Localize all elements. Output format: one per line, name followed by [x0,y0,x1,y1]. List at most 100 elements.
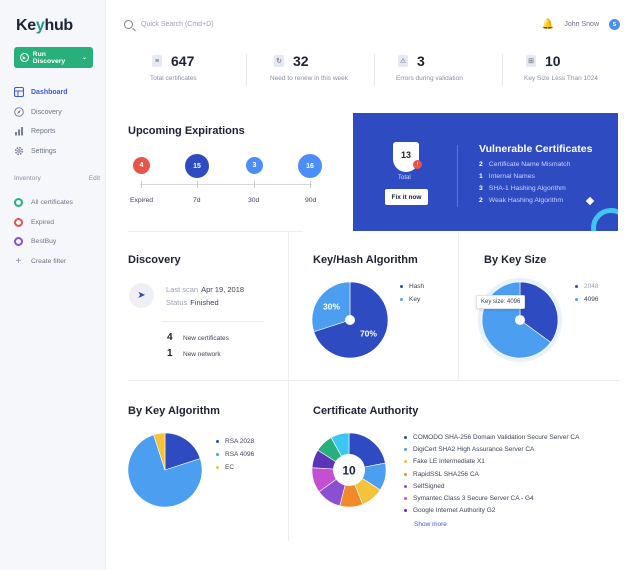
pie-slice-key[interactable] [311,281,351,333]
new-certs-label: New certificates [183,335,229,342]
divider [128,380,620,381]
search-icon [124,20,133,29]
key-hash-pie-chart: 70% 30% [311,281,389,359]
diamond-decoration [585,196,595,206]
legend-dot [404,436,407,439]
last-scan-row: Last scan Apr 19, 2018 [166,285,244,294]
expired-count-badge[interactable]: 4 [133,157,150,174]
divider [246,54,247,86]
vulnerability-item[interactable]: 2 Weak Hashing Algorithm [479,197,563,204]
search-box[interactable]: Quick Search (Cmd+D) [124,20,214,29]
key-hash-legend: Hash Key [400,283,424,309]
total-label: Total [398,175,411,181]
key-algorithm-legend: RSA 2028 RSA 4096 EC [216,438,254,477]
ca-legend: COMODO SHA-256 Domain Validation Secure … [404,434,579,519]
sidebar-item-label: Dashboard [31,88,68,96]
stat-total-certificates[interactable]: ≡ 647 Total certificates [128,50,248,90]
stats-row: ≡ 647 Total certificates ↻ 32 Need to re… [128,50,620,90]
compass-icon: ➤ [129,283,154,308]
legend-label: Google Internet Authority G2 [413,507,496,515]
legend-item-hash: Hash [400,283,424,290]
pie-slice-2048[interactable] [519,281,559,343]
run-discovery-label: Run Discovery [32,50,66,65]
legend-label: Hash [409,283,425,290]
sidebar-item-discovery[interactable]: Discovery [14,107,62,117]
stat-key-size[interactable]: ⊞ 10 Key Size Less Than 1024 [502,50,622,90]
legend-item-digicert: DigiCert SHA2 High Assurance Server CA [404,446,579,453]
pie-center [345,315,355,325]
legend-item-ec: EC [216,464,254,471]
vulnerable-title: Vulnerable Certificates [479,143,593,155]
vulnerability-label: Certificate Name Mismatch [488,161,571,168]
stat-label: Need to renew in this week [270,75,349,82]
legend-dot [216,453,219,456]
status-value: Finished [190,298,219,307]
inventory-item-all-certificates[interactable]: All certificates [14,198,73,207]
legend-label: COMODO SHA-256 Domain Validation Secure … [413,434,580,441]
alert-icon: ! [413,160,422,169]
tick [254,181,255,188]
pie-slice-ec[interactable] [153,432,166,471]
vulnerability-label: SHA-1 Hashing Algorithm [488,185,566,192]
stat-label: Total certificates [150,75,197,82]
search-input[interactable]: Quick Search (Cmd+D) [141,21,214,28]
chevron-down-icon[interactable]: ⌄ [81,55,87,61]
legend-item-rsa-4096: RSA 4096 [216,451,254,458]
90d-count-badge[interactable]: 16 [298,154,322,178]
bell-icon[interactable]: 🔔 [541,19,555,30]
vulnerable-certificates-card: 1 3 ! Total Fix it now Vulnerable Certifi… [353,113,618,231]
grid-icon [14,87,24,97]
sidebar-item-dashboard[interactable]: Dashboard [14,87,68,97]
sidebar: Keyhub ▶ Run Discovery ⌄ Dashboard Disco… [0,0,106,570]
create-filter-button[interactable]: + Create filter [14,256,67,267]
inventory-item-expired[interactable]: Expired [14,218,54,227]
vulnerability-item[interactable]: 2 Certificate Name Mismatch [479,161,570,168]
divider [128,231,303,232]
7d-label: 7d [193,197,201,204]
vulnerability-count: 1 [479,173,483,180]
stat-renew-week[interactable]: ↻ 32 Need to renew in this week [250,50,370,90]
vulnerability-item[interactable]: 3 SHA-1 Hashing Algorithm [479,185,566,192]
pie-slice-rsa-2028[interactable] [164,432,201,471]
legend-item-key: Key [400,296,424,303]
inventory-item-bestbuy[interactable]: BestBuy [14,237,56,246]
run-discovery-button[interactable]: ▶ Run Discovery ⌄ [14,47,93,68]
expirations-title: Upcoming Expirations [128,125,245,137]
vulnerability-item[interactable]: 1 Internal Names [479,173,535,180]
last-scan-key: Last scan [166,285,199,294]
expirations-track [140,184,312,185]
legend-label: 2048 [584,283,599,290]
sidebar-item-label: Settings [31,147,57,155]
sidebar-item-label: Discovery [31,108,62,116]
status-key: Status [166,298,188,307]
stat-label: Errors during validation [396,75,463,82]
legend-dot [216,440,219,443]
divider [288,381,289,541]
divider [162,321,264,322]
divider [457,145,458,207]
legend-dot [404,496,407,500]
7d-count-badge[interactable]: 15 [185,154,209,178]
fix-it-now-button[interactable]: Fix it now [385,189,428,205]
stat-validation-errors[interactable]: ⚠ 3 Errors during validation [374,50,494,90]
key-hash-title: Key/Hash Algorithm [313,254,418,266]
ca-donut-chart: 10 [311,432,387,508]
inventory-edit-link[interactable]: Edit [88,175,100,182]
pie-slice-rsa-4096[interactable] [127,434,203,508]
avatar[interactable]: S [609,19,620,30]
sidebar-item-reports[interactable]: Reports [14,126,56,136]
app-logo[interactable]: Keyhub [16,17,73,34]
legend-label: EC [225,464,235,471]
stat-value: 647 [171,53,195,69]
pie-data-label: 30% [323,302,340,312]
inventory-header: Inventory Edit [14,175,100,182]
show-more-link[interactable]: Show more [414,521,447,528]
arc-decoration [591,208,618,231]
30d-count-badge[interactable]: 3 [246,157,263,174]
user-name[interactable]: John Snow [564,21,599,28]
divider [374,54,375,86]
key-size-legend: 2048 4096 [575,283,598,309]
legend-label: Symantec Class 3 Secure Server CA - G4 [413,494,534,502]
vulnerability-label: Internal Names [488,173,535,180]
sidebar-item-settings[interactable]: Settings [14,146,56,156]
